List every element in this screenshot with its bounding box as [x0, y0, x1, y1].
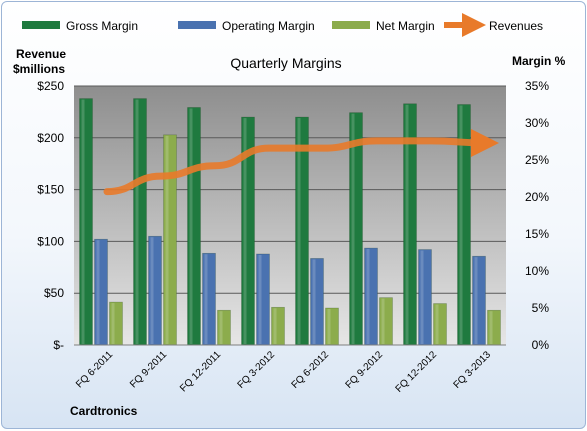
legend: Gross Margin Operating Margin Net Margin…: [22, 13, 543, 37]
revenue-point: [161, 176, 162, 177]
x-tick-label: FQ 9-2012: [344, 349, 386, 391]
bar-highlight: [474, 257, 478, 344]
revenue-point: [269, 148, 270, 149]
bar-net-margin: [487, 309, 501, 346]
bar-highlight: [435, 304, 439, 344]
revenue-point: [107, 191, 108, 192]
bar-net-margin: [109, 301, 123, 346]
y-left-tick-labels: $- $50 $100 $150 $200 $250: [37, 79, 64, 352]
bar-operating-margin: [94, 238, 108, 346]
y-right-tick-label: 25%: [525, 153, 549, 167]
x-tick-label: FQ 6-2012: [290, 349, 332, 391]
y-right-axis-title: Margin %: [512, 54, 566, 68]
series-line-revenues: [103, 128, 499, 196]
x-tick-label: FQ 6-2011: [74, 349, 115, 390]
bar-gross-margin: [79, 98, 93, 346]
y-right-tick-label: 10%: [525, 264, 549, 278]
y-right-tick-label: 15%: [525, 227, 549, 241]
revenue-point: [323, 148, 324, 149]
bar-operating-margin: [472, 255, 486, 346]
y-right-tick-labels: 0% 5% 10% 15% 20% 25% 30% 35%: [525, 79, 549, 352]
legend-label-net-margin: Net Margin: [376, 19, 435, 33]
legend-label-revenues: Revenues: [489, 19, 543, 33]
chart-title: Quarterly Margins: [230, 55, 341, 71]
bar-highlight: [96, 240, 100, 344]
bar-highlight: [219, 311, 223, 344]
y-left-axis-title-line1: Revenue: [16, 47, 66, 61]
y-left-tick-label: $250: [37, 79, 64, 93]
bar-highlight: [366, 249, 370, 344]
bar-highlight: [111, 303, 115, 344]
bar-highlight: [297, 118, 301, 344]
x-tick-label: FQ 12-2012: [394, 349, 440, 395]
bar-gross-margin: [187, 107, 201, 346]
legend-label-operating-margin: Operating Margin: [222, 19, 315, 33]
bar-net-margin: [271, 306, 285, 346]
y-right-tick-label: 35%: [525, 79, 549, 93]
bar-operating-margin: [148, 235, 162, 346]
y-right-tick-label: 0%: [532, 338, 550, 352]
bar-operating-margin: [256, 253, 270, 346]
bar-net-margin: [217, 309, 231, 346]
bar-highlight: [489, 311, 493, 344]
bar-highlight: [273, 308, 277, 344]
bar-operating-margin: [202, 252, 216, 346]
bar-highlight: [405, 104, 409, 344]
bar-net-margin: [379, 297, 393, 346]
revenue-point: [215, 165, 216, 166]
company-label: Cardtronics: [70, 404, 138, 418]
y-right-tick-label: 5%: [532, 301, 550, 315]
y-left-tick-label: $100: [37, 234, 64, 248]
y-left-tick-label: $-: [53, 338, 64, 352]
bar-operating-margin: [364, 247, 378, 346]
x-tick-label: FQ 3-2013: [452, 349, 494, 391]
bar-highlight: [150, 237, 154, 344]
bar-highlight: [420, 250, 424, 344]
y-left-tick-label: $200: [37, 131, 64, 145]
x-tick-label: FQ 3-2012: [236, 349, 278, 391]
bar-highlight: [243, 118, 247, 344]
bar-highlight: [165, 135, 169, 344]
bar-highlight: [351, 113, 355, 344]
revenue-point: [431, 140, 432, 141]
bar-highlight: [459, 105, 463, 344]
legend-swatch-gross-margin: [22, 21, 60, 29]
bar-highlight: [189, 108, 193, 345]
x-tick-label: FQ 9-2011: [128, 349, 169, 390]
revenue-point: [485, 142, 486, 143]
bar-highlight: [327, 309, 331, 344]
legend-swatch-net-margin: [332, 21, 370, 29]
y-right-tick-label: 20%: [525, 190, 549, 204]
y-right-tick-label: 30%: [525, 116, 549, 130]
bar-highlight: [81, 99, 85, 344]
legend-swatch-operating-margin: [178, 21, 216, 29]
bar-highlight: [258, 254, 262, 344]
revenue-point: [377, 140, 378, 141]
y-left-axis-title-line2: $millions: [13, 62, 65, 76]
bar-net-margin: [433, 303, 447, 346]
legend-label-gross-margin: Gross Margin: [66, 19, 138, 33]
x-tick-labels: FQ 6-2011 FQ 9-2011 FQ 12-2011 FQ 3-2012 FQ …: [74, 349, 493, 395]
bar-highlight: [381, 298, 385, 344]
bar-net-margin: [163, 134, 177, 346]
bar-gross-margin: [133, 98, 147, 346]
bar-highlight: [204, 254, 208, 344]
bar-highlight: [312, 259, 316, 344]
revenue-line: [103, 128, 499, 196]
bar-operating-margin: [418, 249, 432, 346]
x-tick-label: FQ 12-2011: [178, 349, 223, 394]
y-left-tick-label: $50: [44, 286, 64, 300]
bar-highlight: [135, 99, 139, 344]
y-left-tick-label: $150: [37, 183, 64, 197]
bar-net-margin: [325, 307, 339, 346]
bar-operating-margin: [310, 258, 324, 346]
